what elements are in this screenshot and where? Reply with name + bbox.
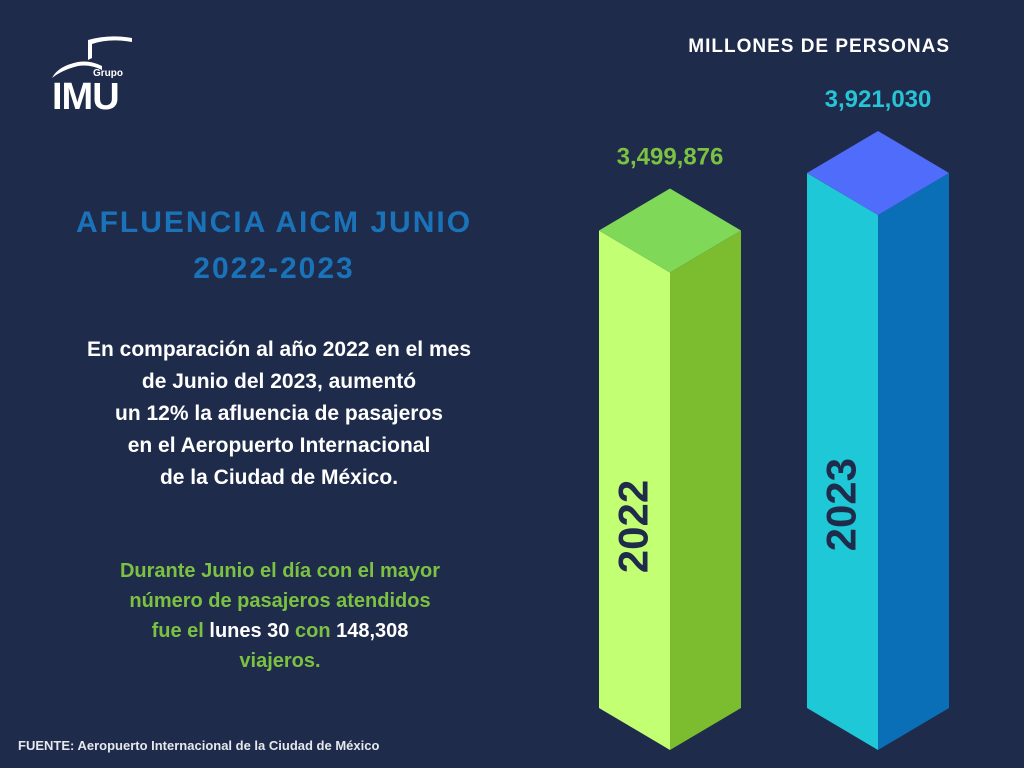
peak-day-note: Durante Junio el día con el mayor número… bbox=[60, 556, 500, 676]
summary-line: un 12% la afluencia de pasajeros bbox=[115, 402, 443, 425]
bar-side-face bbox=[878, 173, 949, 750]
bar-category-label: 2023 bbox=[818, 458, 865, 551]
page-title: AFLUENCIA AICM JUNIO 2022-2023 bbox=[40, 200, 508, 292]
logo-swoosh-icon bbox=[52, 61, 102, 78]
bar-front-face bbox=[599, 230, 670, 751]
units-label: MILLONES DE PERSONAS bbox=[688, 36, 950, 57]
bar-front-face bbox=[807, 173, 878, 750]
logo-grupo-text: Grupo bbox=[93, 68, 123, 79]
summary-line: de Junio del 2023, aumentó bbox=[141, 370, 417, 393]
title-line-1: AFLUENCIA AICM JUNIO bbox=[75, 206, 473, 239]
source-footer: FUENTE: Aeropuerto Internacional de la C… bbox=[18, 738, 380, 753]
peak-line-4: viajeros. bbox=[239, 650, 321, 672]
bar-category-label: 2022 bbox=[610, 480, 657, 573]
bar-top-face bbox=[599, 188, 741, 273]
peak-line-3: fue el lunes 30 con 148,308 bbox=[60, 616, 500, 646]
summary-line: En comparación al año 2022 en el mes bbox=[87, 338, 471, 361]
peak-count: 148,308 bbox=[336, 620, 409, 642]
grupo-imu-logo bbox=[52, 36, 132, 78]
title-line-2: 2022-2023 bbox=[193, 252, 355, 285]
summary-line: en el Aeropuerto Internacional bbox=[127, 434, 431, 457]
peak-line-1: Durante Junio el día con el mayor bbox=[119, 560, 441, 582]
bar-top-face bbox=[807, 131, 949, 215]
peak-pre: fue el bbox=[151, 620, 210, 642]
summary-paragraph: En comparación al año 2022 en el mes de … bbox=[40, 334, 518, 494]
bar-side-face bbox=[670, 230, 741, 751]
bar-value-label: 3,499,876 bbox=[617, 143, 724, 170]
peak-day: lunes 30 bbox=[209, 620, 290, 642]
logo-imu-text: IMU bbox=[52, 76, 120, 118]
logo-arc-icon bbox=[88, 36, 132, 60]
peak-mid: con bbox=[289, 620, 337, 642]
peak-line-2: número de pasajeros atendidos bbox=[129, 590, 431, 612]
summary-line: de la Ciudad de México. bbox=[159, 466, 399, 489]
bar-value-label: 3,921,030 bbox=[825, 86, 932, 113]
